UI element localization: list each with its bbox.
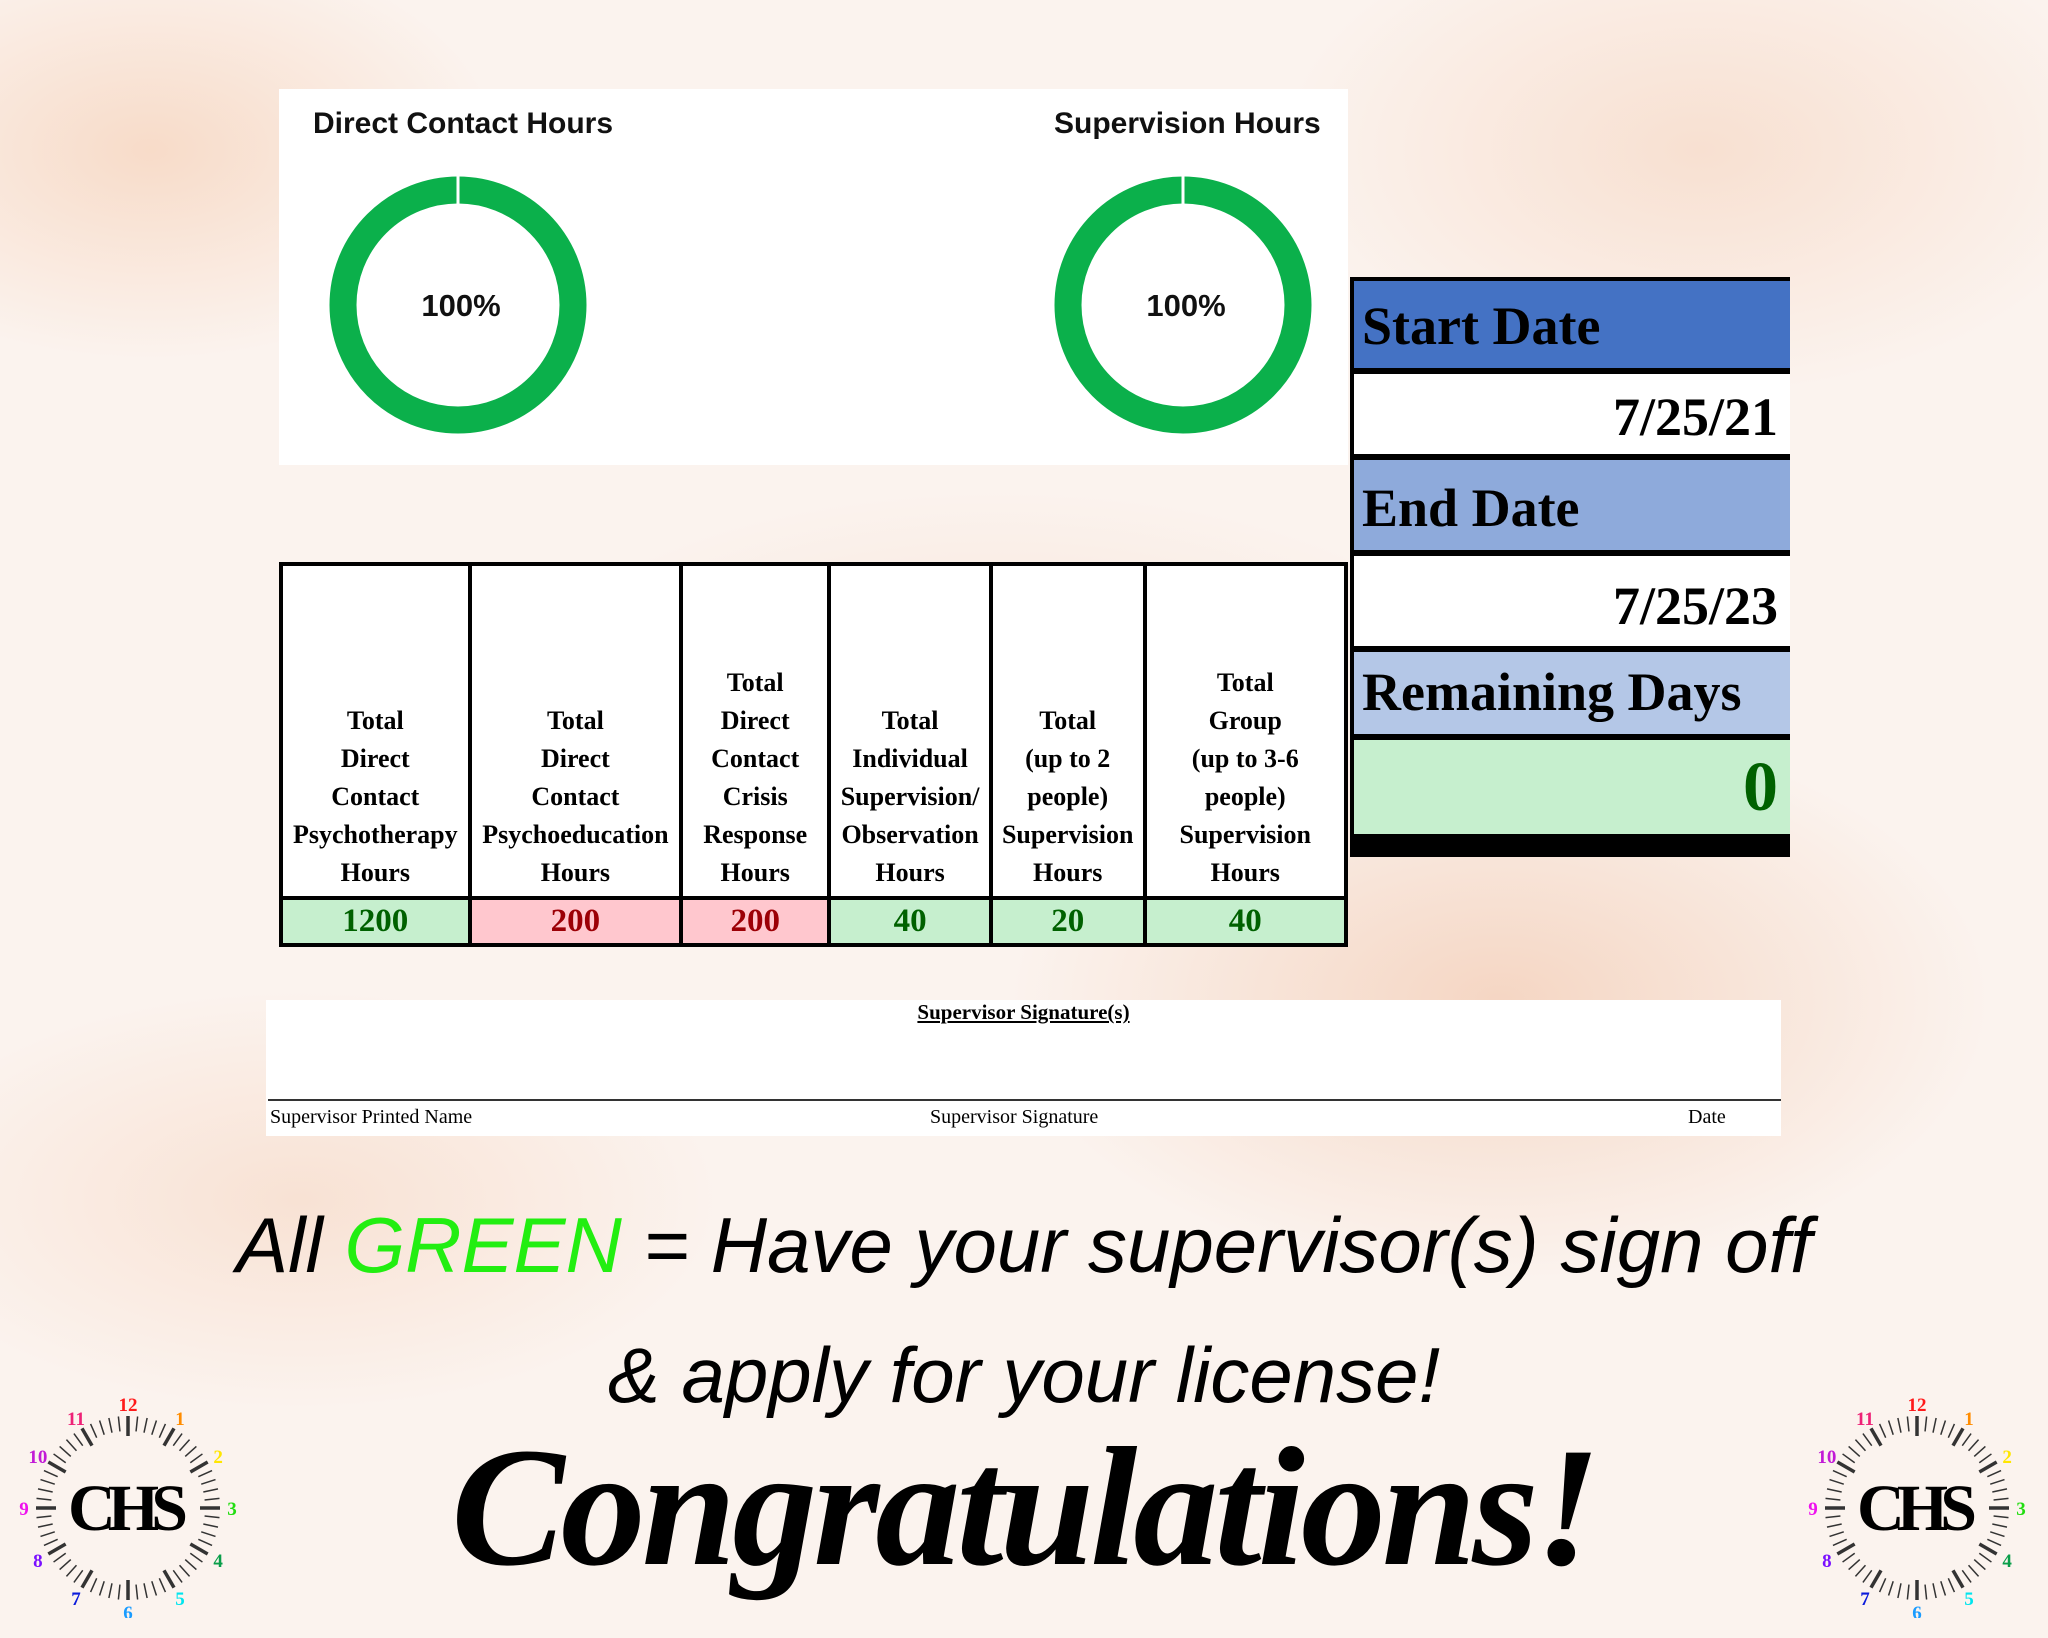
clock-number: 5 xyxy=(175,1589,185,1610)
remaining-days-label: Remaining Days xyxy=(1354,652,1790,734)
charts-panel: Direct Contact Hours Supervision Hours 1… xyxy=(279,89,1348,465)
header-line: people) xyxy=(1027,782,1109,811)
clock-number: 6 xyxy=(1912,1603,1922,1618)
start-date-label: Start Date xyxy=(1354,281,1790,368)
header-line: Total xyxy=(1216,668,1274,697)
chart-title-direct: Direct Contact Hours xyxy=(313,107,614,140)
clock-number: 7 xyxy=(1860,1589,1870,1610)
signature-section: Supervisor Signature(s) Supervisor Print… xyxy=(266,1000,1781,1136)
signature-line xyxy=(268,1099,1781,1101)
message-suffix: = Have your supervisor(s) sign off xyxy=(621,1201,1812,1289)
column-header: Total Group (up to 3-6 people) Supervision Ho… xyxy=(1142,562,1349,900)
header-line: Total xyxy=(546,706,604,735)
message-line-2: & apply for your license! xyxy=(607,1331,1441,1419)
clock-number: 3 xyxy=(227,1499,237,1520)
header-line: Hours xyxy=(540,858,611,887)
header-line: Total xyxy=(346,706,404,735)
message-green: GREEN xyxy=(344,1201,622,1289)
column-header: Total Direct Contact Psychotherapy Hours xyxy=(279,562,472,900)
header-line: Hours xyxy=(340,858,410,887)
header-line: Contact xyxy=(711,744,800,773)
clock-number: 12 xyxy=(119,1398,138,1416)
column-header: Total Direct Contact Psychoeducation Hours xyxy=(467,562,684,900)
hours-table: Total Direct Contact Psychotherapy Hours Tota… xyxy=(279,562,1349,947)
hours-value: 1200 xyxy=(279,896,472,947)
clock-number: 10 xyxy=(1817,1447,1836,1468)
header-line: people) xyxy=(1204,782,1286,811)
header-line: (up to 2 xyxy=(1025,744,1111,773)
column-header: Total Individual Supervision/Observation Ho… xyxy=(827,562,993,900)
header-line: Hours xyxy=(1033,858,1103,887)
header-line: Total xyxy=(881,706,939,735)
clock-number: 3 xyxy=(2016,1499,2026,1520)
header-line: Individual xyxy=(852,744,968,773)
header-line: Crisis xyxy=(722,782,788,811)
clock-number: 4 xyxy=(2002,1551,2012,1572)
clock-number: 7 xyxy=(71,1589,81,1610)
clock-number: 11 xyxy=(67,1409,85,1430)
printed-name-label: Supervisor Printed Name xyxy=(270,1106,473,1128)
clock-number: 4 xyxy=(213,1551,223,1572)
hours-value: 200 xyxy=(679,896,832,947)
header-line: Contact xyxy=(331,782,420,811)
header-line: Direct xyxy=(340,744,410,773)
hours-value: 20 xyxy=(988,896,1147,947)
header-line: Contact xyxy=(531,782,620,811)
message-line-1: All GREEN = Have your supervisor(s) sign… xyxy=(0,1200,2048,1291)
column-header: Total (up to 2 people) Supervision Hours xyxy=(988,562,1147,900)
clock-number: 8 xyxy=(33,1551,43,1572)
clock-number: 10 xyxy=(28,1447,47,1468)
chart-title-supervision: Supervision Hours xyxy=(1054,107,1321,140)
clock-number: 8 xyxy=(1822,1551,1832,1572)
header-line: Total xyxy=(1039,706,1097,735)
header-line: Observation xyxy=(841,820,979,849)
clock-number: 1 xyxy=(1964,1409,1974,1430)
clock-number: 6 xyxy=(123,1603,133,1618)
clock-number: 12 xyxy=(1908,1398,1927,1416)
dates-panel: Start Date 7/25/21 End Date 7/25/23 Rema… xyxy=(1350,277,1790,857)
end-date-value: 7/25/23 xyxy=(1354,556,1790,646)
remaining-days-value: 0 xyxy=(1354,740,1790,834)
donut-label: 100% xyxy=(421,288,500,323)
header-line: Hours xyxy=(1210,858,1280,887)
congratulations-text: Congratulations! xyxy=(451,1413,1600,1601)
hours-value: 40 xyxy=(827,896,993,947)
header-line: Direct xyxy=(540,744,610,773)
header-line: Group xyxy=(1208,706,1282,735)
donut-chart-direct: 100% xyxy=(329,176,587,434)
clock-number: 2 xyxy=(2002,1447,2012,1468)
header-line: Hours xyxy=(720,858,790,887)
header-line: Hours xyxy=(875,858,945,887)
hours-value: 200 xyxy=(467,896,684,947)
clock-number: 9 xyxy=(19,1499,29,1520)
clock-number: 1 xyxy=(175,1409,185,1430)
clock-number: 2 xyxy=(213,1447,223,1468)
header-line: Total xyxy=(726,668,784,697)
header-line: Supervision xyxy=(1179,820,1312,849)
date-label: Date xyxy=(1688,1106,1726,1128)
header-line: Direct xyxy=(720,706,790,735)
header-line: Supervision/ xyxy=(840,782,980,811)
donut-label: 100% xyxy=(1146,288,1225,323)
header-line: Supervision xyxy=(1001,820,1134,849)
logo-text: CHS xyxy=(1857,1472,1977,1545)
message-prefix: All xyxy=(236,1201,345,1289)
hours-value: 40 xyxy=(1142,896,1349,947)
header-line: Response xyxy=(703,820,808,849)
start-date-value: 7/25/21 xyxy=(1354,374,1790,454)
end-date-label: End Date xyxy=(1354,460,1790,550)
signature-label: Supervisor Signature xyxy=(930,1106,1099,1128)
donut-chart-supervision: 100% xyxy=(1054,176,1312,434)
clock-number: 11 xyxy=(1856,1409,1874,1430)
signature-title: Supervisor Signature(s) xyxy=(917,1000,1130,1024)
header-line: Psychotherapy xyxy=(292,820,458,849)
header-line: Psychoeducation xyxy=(482,820,669,849)
clock-number: 9 xyxy=(1808,1499,1818,1520)
column-header: Total Direct Contact Crisis Response Hours xyxy=(679,562,832,900)
header-line: (up to 3-6 xyxy=(1191,744,1299,773)
clock-number: 5 xyxy=(1964,1589,1974,1610)
logo-text: CHS xyxy=(68,1472,188,1545)
